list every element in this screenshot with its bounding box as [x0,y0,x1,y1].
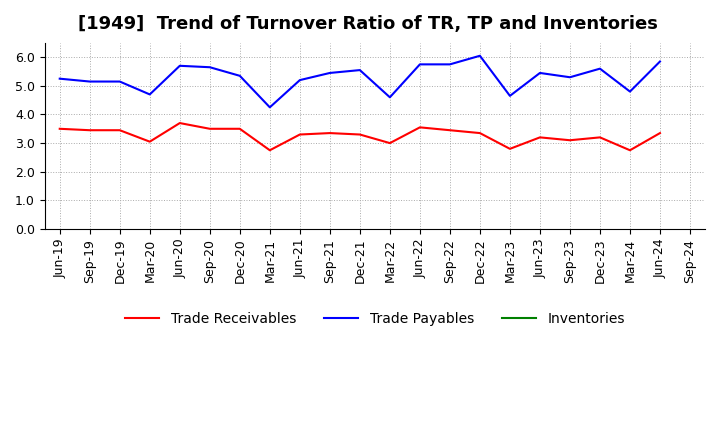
Trade Receivables [595,135,604,140]
Trade Payables [595,66,604,71]
Text: [1949]  Trend of Turnover Ratio of TR, TP and Inventories: [1949] Trend of Turnover Ratio of TR, TP… [78,15,657,33]
Trade Payables [205,65,214,70]
Trade Receivables [415,125,424,130]
Trade Receivables [505,146,514,151]
Trade Receivables [266,148,274,153]
Trade Payables [86,79,94,84]
Trade Receivables [356,132,364,137]
Trade Receivables [476,130,485,136]
Line: Trade Payables: Trade Payables [60,56,660,107]
Legend: Trade Receivables, Trade Payables, Inventories: Trade Receivables, Trade Payables, Inven… [120,307,631,332]
Trade Payables [536,70,544,76]
Trade Receivables [55,126,64,132]
Trade Payables [235,73,244,78]
Trade Receivables [385,140,394,146]
Trade Receivables [145,139,154,144]
Trade Payables [55,76,64,81]
Trade Payables [266,105,274,110]
Trade Payables [476,53,485,59]
Line: Trade Receivables: Trade Receivables [60,123,660,150]
Trade Receivables [295,132,304,137]
Trade Receivables [176,121,184,126]
Trade Payables [325,70,334,76]
Trade Receivables [325,130,334,136]
Trade Payables [446,62,454,67]
Trade Receivables [235,126,244,132]
Trade Receivables [626,148,634,153]
Trade Receivables [115,128,124,133]
Trade Payables [415,62,424,67]
Trade Receivables [656,130,665,136]
Trade Receivables [566,138,575,143]
Trade Payables [295,77,304,83]
Trade Payables [505,93,514,99]
Trade Payables [626,89,634,94]
Trade Payables [176,63,184,69]
Trade Receivables [86,128,94,133]
Trade Receivables [446,128,454,133]
Trade Receivables [205,126,214,132]
Trade Payables [566,75,575,80]
Trade Payables [356,67,364,73]
Trade Receivables [536,135,544,140]
Trade Payables [115,79,124,84]
Trade Payables [385,95,394,100]
Trade Payables [656,59,665,64]
Trade Payables [145,92,154,97]
